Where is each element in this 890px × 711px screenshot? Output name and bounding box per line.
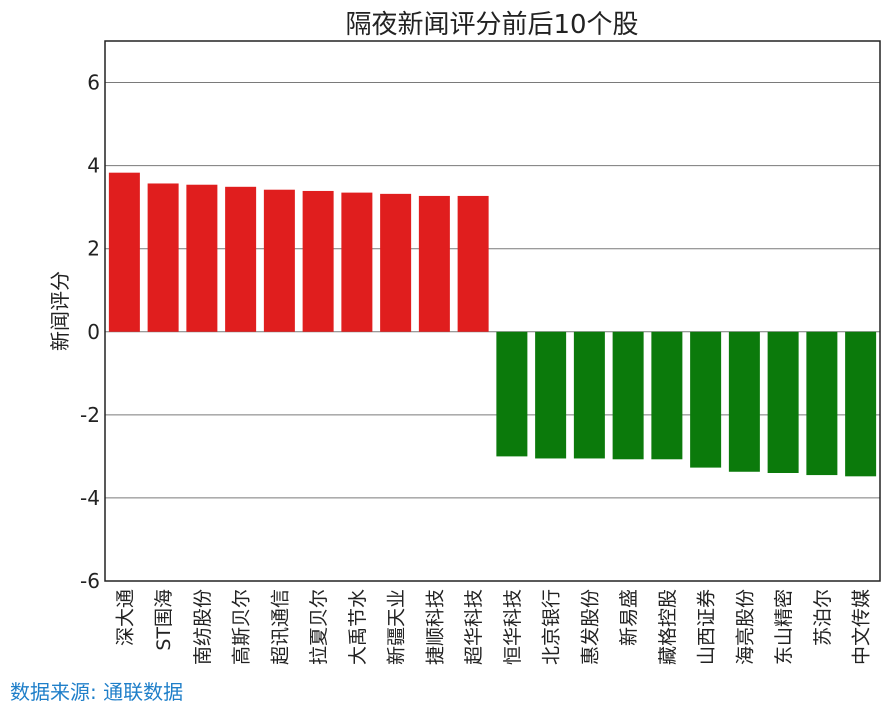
bar xyxy=(806,331,838,476)
bar xyxy=(728,331,760,472)
y-axis-label: 新闻评分 xyxy=(48,271,72,351)
bar xyxy=(263,189,295,332)
y-tick-label: -4 xyxy=(80,486,100,510)
bar xyxy=(380,193,412,332)
y-tick-labels: -6 -4 -2 0 2 4 6 xyxy=(80,71,100,593)
x-category-label: 中文传媒 xyxy=(851,589,873,665)
bar xyxy=(845,331,877,477)
x-category-label: 苏泊尔 xyxy=(812,589,834,646)
bars xyxy=(108,172,877,477)
bar xyxy=(535,331,567,459)
bar xyxy=(651,331,683,460)
x-category-label: 新易盛 xyxy=(618,589,640,646)
y-tick-label: 6 xyxy=(87,71,100,95)
bar xyxy=(147,183,179,332)
y-tick-label: -2 xyxy=(80,403,100,427)
x-category-label: 新疆天业 xyxy=(386,589,408,665)
x-category-label: 恒华科技 xyxy=(502,589,524,665)
x-category-label: 捷顺科技 xyxy=(424,589,446,665)
x-category-label: 惠发股份 xyxy=(579,589,601,665)
y-tick-label: 0 xyxy=(87,320,100,344)
bar xyxy=(767,331,799,473)
y-tick-label: 2 xyxy=(87,237,100,261)
x-category-labels: 深大通 ST围海 南纺股份 高斯贝尔 超讯通信 拉夏贝尔 大禹节水 新疆天业 捷顺科技 超华科技恒… xyxy=(114,589,872,665)
chart-title: 隔夜新闻评分前后10个股 xyxy=(345,10,638,40)
x-category-label: 海亮股份 xyxy=(734,589,756,665)
y-tick-label: -6 xyxy=(80,569,100,593)
bar xyxy=(573,331,605,459)
x-category-label: 超华科技 xyxy=(463,589,485,665)
bar xyxy=(612,331,644,460)
bar xyxy=(302,190,334,332)
bar xyxy=(186,184,218,332)
plot-frame xyxy=(104,40,881,582)
gridlines xyxy=(105,82,880,582)
x-category-label: 拉夏贝尔 xyxy=(308,589,330,665)
bar xyxy=(108,172,140,332)
x-category-label: 高斯贝尔 xyxy=(231,589,253,665)
x-category-label: 藏格控股 xyxy=(657,589,679,665)
data-source-note: 数据来源: 通联数据 xyxy=(10,680,184,704)
x-category-label: ST围海 xyxy=(153,589,175,651)
x-category-label: 超讯通信 xyxy=(269,589,291,665)
x-category-label: 深大通 xyxy=(114,589,136,646)
bar xyxy=(341,192,373,332)
x-category-label: 南纺股份 xyxy=(192,589,214,665)
bar xyxy=(496,331,528,457)
bar xyxy=(225,186,257,332)
y-tick-label: 4 xyxy=(87,154,100,178)
bar xyxy=(457,195,489,332)
x-category-label: 东山精密 xyxy=(773,589,795,665)
x-category-label: 北京银行 xyxy=(541,589,563,665)
x-category-label: 山西证券 xyxy=(696,589,718,665)
bar xyxy=(690,331,722,468)
bar xyxy=(418,195,450,332)
x-category-label: 大禹节水 xyxy=(347,589,369,665)
